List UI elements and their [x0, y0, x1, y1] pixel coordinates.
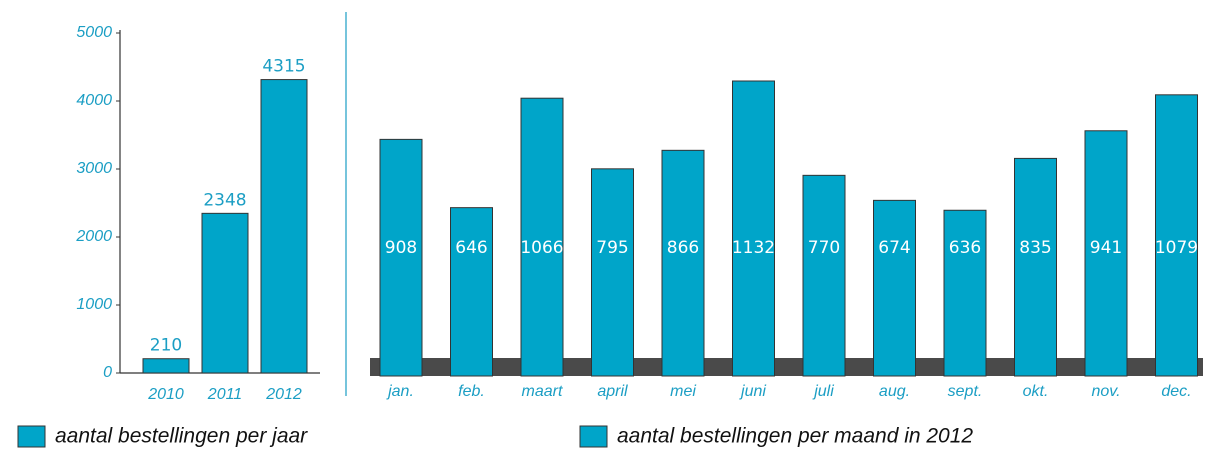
x-tick-label: juli: [812, 383, 834, 400]
x-tick-label: okt.: [1023, 383, 1049, 400]
value-label: 941: [1090, 238, 1122, 258]
value-label: 835: [1019, 238, 1051, 258]
y-tick-label: 1000: [76, 296, 112, 313]
x-tick-label: mei: [670, 383, 696, 400]
bar: [260, 79, 308, 374]
value-label: 1132: [732, 238, 775, 258]
value-label: 866: [667, 238, 699, 258]
legend-label: aantal bestellingen per jaar: [55, 425, 308, 448]
x-tick-label: juni: [739, 383, 766, 400]
x-tick-label: feb.: [458, 383, 485, 400]
bar: [732, 80, 775, 377]
bar: [873, 199, 916, 377]
value-label: 4315: [262, 57, 305, 77]
bar: [661, 149, 705, 377]
bar: [1155, 94, 1198, 377]
value-label: 674: [878, 238, 910, 258]
bar: [943, 209, 987, 377]
value-label: 1066: [520, 238, 563, 258]
y-tick-label: 4000: [76, 92, 112, 109]
x-tick-label: nov.: [1091, 383, 1120, 400]
x-tick-label: april: [597, 383, 628, 400]
value-label: 908: [385, 238, 417, 258]
bar: [1014, 157, 1057, 377]
value-label: 770: [808, 238, 840, 258]
legend-swatch: [579, 425, 608, 448]
base-band: [370, 358, 1203, 376]
y-tick-label: 2000: [75, 228, 112, 245]
bar: [450, 207, 493, 377]
bar: [379, 138, 423, 377]
value-label: 210: [150, 336, 182, 356]
x-tick-label: aug.: [879, 383, 910, 400]
y-tick-label: 5000: [76, 24, 112, 41]
value-label: 1079: [1155, 238, 1198, 258]
value-label: 795: [596, 238, 628, 258]
x-tick-label: dec.: [1161, 383, 1191, 400]
value-label: 2348: [203, 190, 246, 210]
x-tick-label: sept.: [948, 383, 983, 400]
legend-swatch: [17, 425, 46, 448]
x-tick-label: jan.: [386, 383, 414, 400]
x-tick-label: 2012: [265, 386, 302, 403]
bar: [802, 174, 846, 377]
y-tick-label: 3000: [76, 160, 112, 177]
bar: [1084, 130, 1128, 377]
x-tick-label: maart: [522, 383, 563, 400]
bar: [520, 97, 564, 377]
value-label: 646: [455, 238, 487, 258]
value-label: 636: [949, 238, 981, 258]
bar: [591, 168, 634, 377]
y-tick-label: 0: [103, 364, 112, 381]
bar: [142, 358, 190, 374]
legend-label: aantal bestellingen per maand in 2012: [617, 425, 973, 448]
x-tick-label: 2010: [147, 386, 184, 403]
x-tick-label: 2011: [207, 386, 242, 403]
bar: [201, 212, 249, 374]
